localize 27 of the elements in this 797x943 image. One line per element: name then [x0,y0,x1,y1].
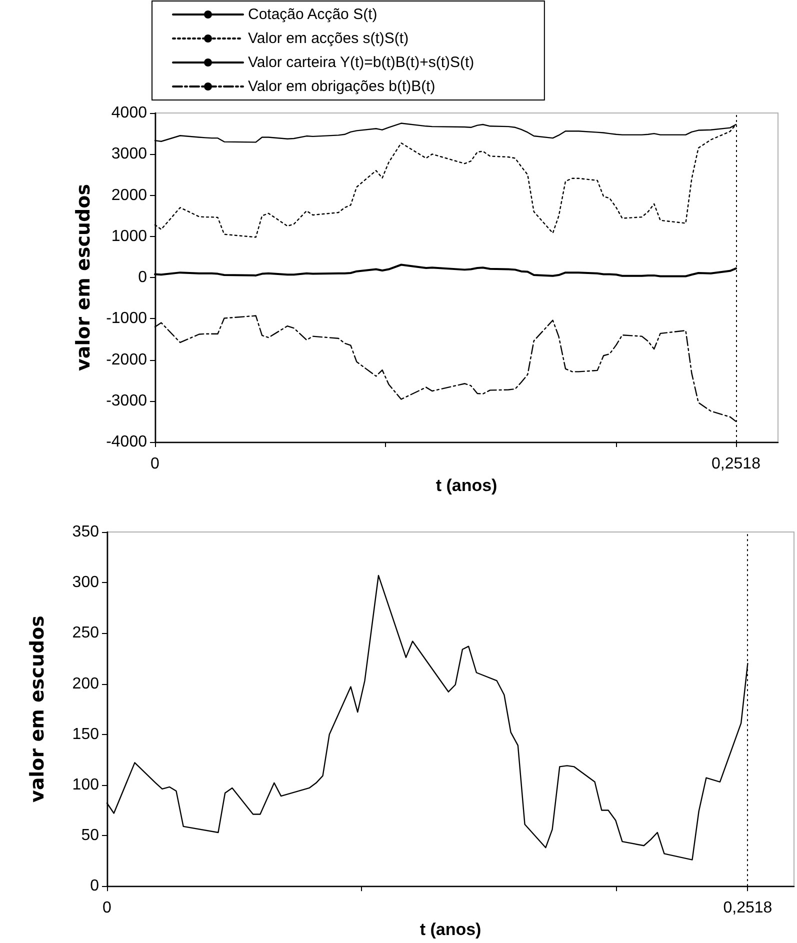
y-tick-label: 350 [72,524,100,540]
y-tick-label: 2000 [111,186,148,204]
legend-label: Valor carteira Y(t)=b(t)B(t)+s(t)S(t) [248,54,474,71]
y-tick-label: 4000 [111,104,148,122]
y-tick-label: -3000 [106,392,148,410]
y-axis-title: valor em escudos [26,616,48,803]
y-tick-label: -4000 [106,434,148,450]
x-tick-label: 0,2518 [723,900,772,917]
x-axis-title: t (anos) [436,476,498,495]
legend-label: Valor em obrigações b(t)B(t) [248,78,436,95]
y-tick-label: 250 [72,624,100,642]
y-tick-label: 0 [90,878,100,895]
y-tick-label: 100 [72,776,100,794]
y-axis-title: valor em escudos [72,184,94,372]
y-tick-label: 0 [138,269,148,286]
y-tick-label: 50 [81,827,100,844]
y-tick-label: 200 [72,675,100,692]
y-tick-label: 150 [72,726,100,743]
y-tick-label: -1000 [106,310,148,328]
legend-label: Valor em acções s(t)S(t) [248,30,409,47]
y-tick-label: 300 [72,574,100,592]
y-tick-label: 1000 [111,228,148,245]
legend-label: Cotação Acção S(t) [248,6,378,23]
x-axis-title: t (anos) [420,920,482,939]
y-tick-label: -2000 [106,351,148,368]
y-tick-label: 3000 [111,146,148,163]
x-tick-label: 0,2518 [712,456,761,472]
